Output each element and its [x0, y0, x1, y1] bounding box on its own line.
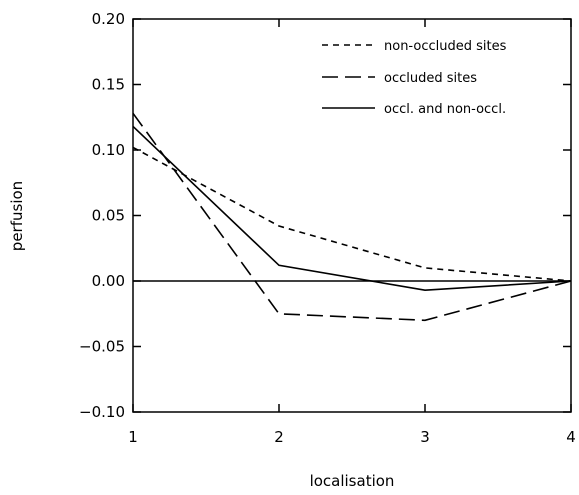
legend-label: occl. and non-occl. — [384, 102, 506, 117]
legend-label: non-occluded sites — [384, 39, 507, 54]
y-axis-ticks: 0.20 0.15 0.10 0.05 0.00 −0.05 −0.10 — [79, 10, 571, 421]
series-line-1 — [132, 146, 572, 282]
plot-frame — [132, 18, 572, 413]
x-tick-label: 3 — [420, 428, 430, 446]
y-tick-label: 0.20 — [92, 10, 125, 28]
y-tick-label: 0.10 — [92, 141, 125, 159]
x-tick-label: 2 — [274, 428, 284, 446]
series-line-3 — [132, 125, 572, 292]
series-line-2 — [132, 112, 572, 322]
y-tick-label: 0.00 — [92, 272, 125, 290]
y-tick-label: −0.05 — [79, 338, 125, 356]
y-tick-label: −0.10 — [79, 403, 125, 421]
x-axis-ticks: 1 2 3 4 — [128, 19, 576, 446]
legend: non-occluded sites occluded sites occl. an… — [322, 39, 507, 117]
y-tick-label: 0.15 — [92, 76, 125, 94]
x-tick-label: 1 — [128, 428, 138, 446]
x-tick-label: 4 — [566, 428, 576, 446]
y-tick-label: 0.05 — [92, 207, 125, 225]
y-axis-title: perfusion — [8, 181, 26, 251]
series-lines — [132, 112, 572, 322]
x-axis-title: localisation — [310, 472, 395, 490]
legend-label: occluded sites — [384, 71, 477, 86]
